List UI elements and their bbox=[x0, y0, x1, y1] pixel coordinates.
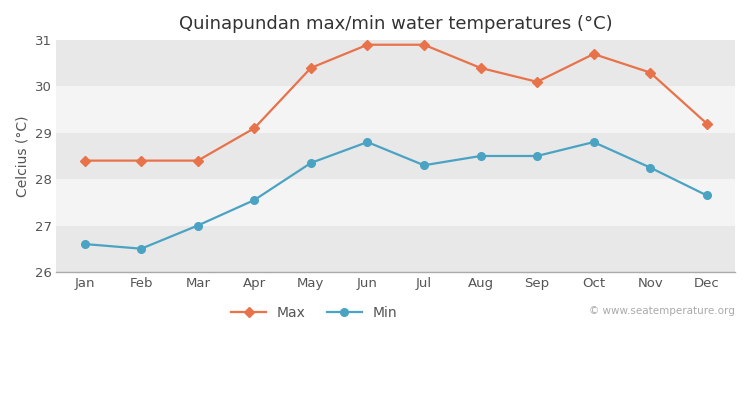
Bar bbox=[56, 40, 735, 86]
Title: Quinapundan max/min water temperatures (°C): Quinapundan max/min water temperatures (… bbox=[179, 15, 613, 33]
Bar bbox=[56, 133, 735, 179]
Y-axis label: Celcius (°C): Celcius (°C) bbox=[15, 115, 29, 197]
Bar bbox=[56, 179, 735, 226]
Text: © www.seatemperature.org: © www.seatemperature.org bbox=[590, 306, 735, 316]
Bar bbox=[56, 86, 735, 133]
Bar bbox=[56, 226, 735, 272]
Legend: Max, Min: Max, Min bbox=[226, 300, 403, 325]
